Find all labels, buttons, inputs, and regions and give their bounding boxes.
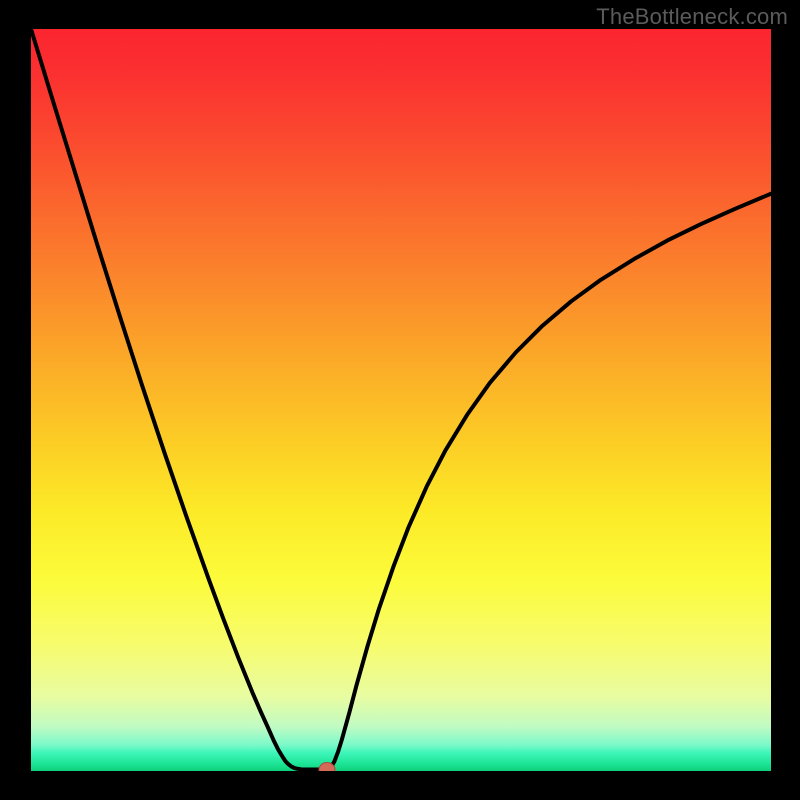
chart-frame: TheBottleneck.com <box>0 0 800 800</box>
watermark-text: TheBottleneck.com <box>596 4 788 30</box>
bottleneck-chart <box>31 29 771 771</box>
gradient-background <box>31 29 771 771</box>
